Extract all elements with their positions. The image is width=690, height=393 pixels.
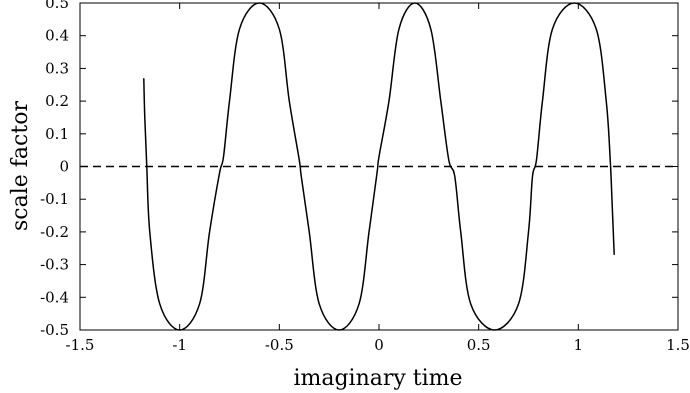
x-tick-label: 1 bbox=[574, 336, 584, 354]
y-axis-title: scale factor bbox=[8, 101, 33, 231]
scale-factor-curve bbox=[143, 2, 615, 331]
x-tick-label: 0 bbox=[374, 336, 384, 354]
x-tick-label: -1.5 bbox=[66, 336, 95, 354]
x-tick-label: 0.5 bbox=[467, 336, 491, 354]
y-tick-label: -0.2 bbox=[40, 223, 69, 241]
y-tick-label: 0.2 bbox=[45, 92, 69, 110]
x-tick-label: -1 bbox=[172, 336, 187, 354]
y-axis: -0.5 -0.4 -0.3 -0.2 -0.1 0 0.1 0.2 0.3 0.4 0.5 bbox=[40, 0, 678, 339]
y-tick-label: -0.4 bbox=[40, 288, 69, 306]
x-tick-label: -0.5 bbox=[265, 336, 294, 354]
y-tick-label: -0.1 bbox=[40, 190, 69, 208]
y-tick-label: 0.1 bbox=[45, 125, 69, 143]
x-axis-title: imaginary time bbox=[293, 366, 462, 391]
y-tick-label: 0.4 bbox=[45, 27, 69, 45]
x-axis: -1.5 -1 -0.5 0 0.5 1 1.5 bbox=[66, 3, 690, 354]
y-tick-label: -0.3 bbox=[40, 256, 69, 274]
y-tick-label: 0 bbox=[59, 158, 69, 176]
series-layer bbox=[80, 2, 678, 331]
y-tick-label: -0.5 bbox=[40, 321, 69, 339]
y-tick-label: 0.3 bbox=[45, 59, 69, 77]
y-tick-label: 0.5 bbox=[45, 0, 69, 12]
x-tick-label: 1.5 bbox=[666, 336, 690, 354]
